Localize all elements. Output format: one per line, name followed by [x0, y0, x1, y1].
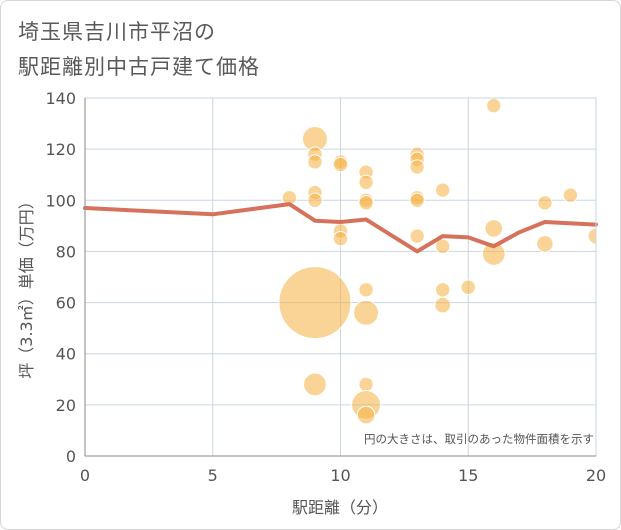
chart-title-line-1: 埼玉県吉川市平沼の [18, 20, 216, 44]
data-bubble [486, 98, 502, 114]
axes [84, 97, 597, 457]
x-axis-label: 駅距離（分） [292, 498, 388, 517]
chart-title: 埼玉県吉川市平沼の 駅距離別中古戸建て価格 [18, 15, 260, 85]
data-bubble [307, 154, 323, 170]
tick-labels: 0 20 40 60 80 100 120 140 0 5 10 15 20 [45, 89, 606, 485]
y-tick-label: 0 [66, 447, 76, 466]
x-tick-label: 10 [330, 466, 350, 485]
trend-line-group [83, 202, 598, 254]
bubbles [278, 98, 596, 425]
data-bubble [332, 156, 349, 173]
data-bubble [358, 195, 374, 211]
data-bubble [409, 228, 425, 244]
y-tick-label: 40 [56, 345, 76, 364]
data-bubble [409, 159, 425, 175]
y-tick-label: 60 [56, 294, 76, 313]
data-bubble [409, 192, 425, 208]
data-bubble [358, 376, 374, 393]
data-bubble [307, 192, 323, 208]
data-bubble [460, 279, 476, 295]
data-bubble [353, 299, 380, 326]
data-bubble [536, 235, 554, 253]
x-tick-label: 15 [458, 466, 478, 485]
bubble-size-note: 円の大きさは、取引のあった物件面積を示す [364, 432, 594, 446]
data-bubble [435, 182, 451, 198]
y-tick-label: 80 [56, 242, 76, 261]
data-bubble [435, 282, 451, 298]
y-axis-label: 坪（3.3㎡）単価（万円） [17, 193, 36, 378]
y-tick-label: 100 [45, 191, 76, 210]
data-bubble [303, 372, 327, 397]
data-bubble [562, 187, 579, 203]
data-bubble [484, 219, 504, 238]
data-bubble [278, 266, 352, 340]
data-bubble [358, 174, 374, 191]
data-bubble [435, 238, 451, 255]
x-tick-label: 0 [80, 466, 90, 485]
y-tick-label: 120 [45, 140, 76, 159]
data-bubble [537, 195, 553, 211]
data-bubble [481, 242, 506, 266]
chart-title-line-2: 駅距離別中古戸建て価格 [18, 55, 260, 79]
data-bubble [358, 282, 374, 298]
y-tick-label: 20 [56, 396, 76, 415]
x-tick-label: 20 [586, 466, 606, 485]
data-bubble [356, 405, 376, 425]
data-bubble [434, 296, 452, 314]
y-tick-label: 140 [45, 89, 76, 108]
data-bubble [332, 230, 349, 247]
average-price-line [83, 202, 598, 254]
x-tick-label: 5 [208, 466, 218, 485]
